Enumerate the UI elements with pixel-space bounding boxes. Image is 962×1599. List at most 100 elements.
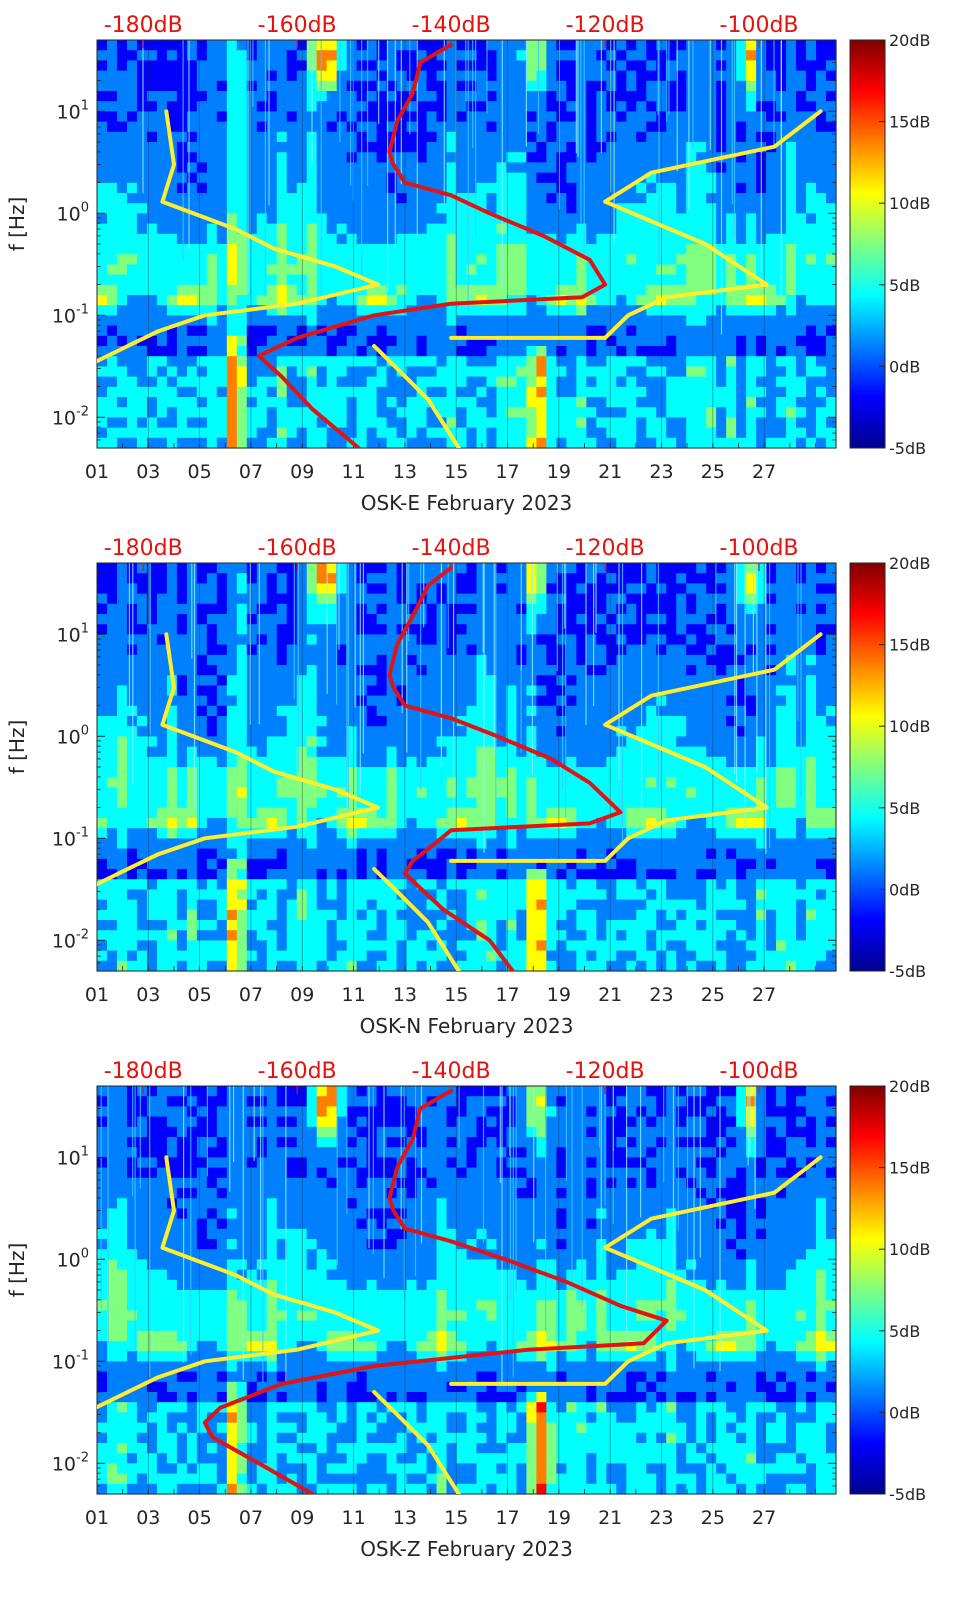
- heatmap-cell: [436, 950, 448, 962]
- heatmap-cell: [586, 60, 597, 72]
- heatmap-cell: [306, 848, 318, 860]
- heatmap-cell: [406, 828, 418, 839]
- heatmap-cell: [146, 899, 158, 911]
- heatmap-cell: [676, 203, 687, 214]
- heatmap-cell: [376, 407, 388, 418]
- heatmap-cell: [97, 417, 108, 429]
- heatmap-cell: [296, 203, 308, 214]
- heatmap-cell: [186, 131, 198, 143]
- heatmap-cell: [406, 60, 418, 72]
- heatmap-cell: [516, 879, 528, 890]
- heatmap-cell: [136, 756, 148, 768]
- heatmap-cell: [116, 807, 128, 819]
- heatmap-cell: [666, 172, 677, 184]
- heatmap-cell: [296, 563, 308, 574]
- heatmap-cell: [346, 675, 358, 686]
- heatmap-cell: [416, 736, 428, 748]
- heatmap-cell: [646, 366, 657, 378]
- heatmap-cell: [106, 233, 118, 245]
- heatmap-cell: [116, 172, 128, 184]
- heatmap-cell: [376, 60, 388, 72]
- heatmap-cell: [156, 920, 168, 931]
- heatmap-cell: [746, 264, 757, 276]
- heatmap-cell: [656, 417, 667, 429]
- heatmap-cell: [136, 685, 148, 697]
- heatmap-cell: [206, 960, 218, 972]
- heatmap-cell: [286, 797, 298, 809]
- heatmap-cell: [786, 376, 797, 388]
- heatmap-cell: [546, 644, 557, 656]
- heatmap-cell: [256, 407, 268, 418]
- heatmap-cell: [476, 716, 488, 727]
- heatmap-cell: [146, 818, 158, 829]
- heatmap-cell: [406, 654, 418, 666]
- heatmap-cell: [216, 152, 228, 163]
- heatmap-cell: [476, 325, 488, 337]
- heatmap-cell: [486, 244, 498, 255]
- heatmap-cell: [486, 80, 498, 92]
- heatmap-cell: [136, 193, 148, 204]
- heatmap-cell: [156, 828, 168, 839]
- heatmap-cell: [336, 889, 348, 901]
- heatmap-cell: [496, 386, 508, 398]
- heatmap-cell: [546, 254, 557, 265]
- heatmap-cell: [526, 244, 538, 255]
- heatmap-cell: [496, 624, 508, 635]
- heatmap-cell: [286, 70, 298, 82]
- heatmap-cell: [536, 563, 547, 574]
- heatmap-cell: [326, 101, 338, 112]
- heatmap-cell: [676, 407, 687, 418]
- spectrogram-heatmap: [97, 40, 837, 449]
- heatmap-cell: [536, 614, 547, 625]
- heatmap-cell: [446, 695, 458, 707]
- heatmap-cell: [506, 315, 518, 327]
- heatmap-cell: [626, 70, 637, 82]
- heatmap-cell: [536, 233, 547, 245]
- heatmap-cell: [706, 437, 717, 449]
- heatmap-cell: [826, 386, 837, 398]
- heatmap-cell: [306, 366, 318, 378]
- heatmap-cell: [196, 315, 208, 327]
- heatmap-cell: [466, 777, 478, 788]
- heatmap-cell: [356, 858, 368, 870]
- heatmap-cell: [476, 603, 488, 615]
- heatmap-cell: [326, 705, 338, 717]
- heatmap-cell: [296, 573, 308, 584]
- heatmap-cell: [666, 346, 677, 357]
- heatmap-cell: [786, 172, 797, 184]
- heatmap-cell: [286, 305, 298, 316]
- heatmap-cell: [466, 716, 478, 727]
- heatmap-cell: [136, 437, 148, 449]
- heatmap-cell: [346, 111, 358, 123]
- heatmap-cell: [416, 950, 428, 962]
- heatmap-cell: [266, 142, 278, 153]
- heatmap-cell: [516, 950, 528, 962]
- heatmap-cell: [306, 889, 318, 901]
- heatmap-cell: [786, 356, 797, 367]
- heatmap-cell: [466, 40, 478, 51]
- heatmap-cell: [296, 172, 308, 184]
- heatmap-cell: [456, 889, 468, 901]
- heatmap-cell: [226, 407, 238, 418]
- top-db-tick-label: -180dB: [104, 13, 183, 38]
- heatmap-cell: [726, 315, 737, 327]
- heatmap-cell: [446, 346, 458, 357]
- heatmap-cell: [566, 437, 577, 449]
- heatmap-cell: [97, 223, 108, 235]
- heatmap-cell: [646, 407, 657, 418]
- heatmap-cell: [436, 91, 448, 102]
- heatmap-cell: [356, 777, 368, 788]
- heatmap-cell: [606, 305, 617, 316]
- heatmap-cell: [196, 376, 208, 388]
- heatmap-cell: [376, 203, 388, 214]
- heatmap-cell: [656, 397, 667, 408]
- heatmap-cell: [566, 162, 577, 174]
- heatmap-cell: [586, 244, 597, 255]
- heatmap-cell: [296, 726, 308, 737]
- heatmap-cell: [396, 787, 408, 799]
- heatmap-cell: [686, 162, 697, 174]
- heatmap-cell: [786, 193, 797, 204]
- heatmap-cell: [756, 335, 767, 347]
- heatmap-cell: [796, 223, 807, 235]
- heatmap-cell: [426, 807, 438, 819]
